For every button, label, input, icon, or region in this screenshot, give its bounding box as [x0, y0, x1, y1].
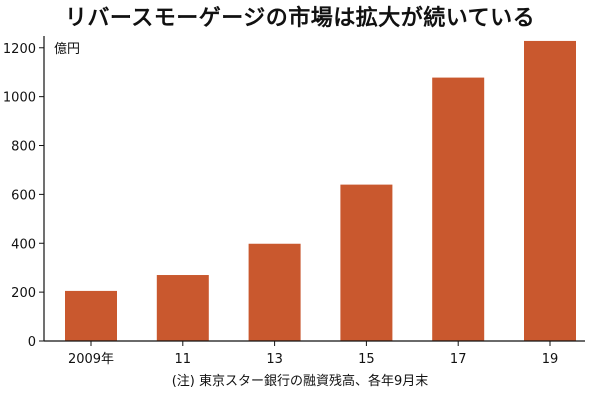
x-tick-label: 11 [175, 352, 192, 367]
bar [65, 290, 117, 341]
chart-title: リバースモーゲージの市場は拡大が続いている [64, 6, 536, 31]
x-axis-ticks: 2009年 11 13 15 17 19 [68, 341, 558, 367]
y-tick-label: 1200 [3, 42, 36, 57]
y-tick-label: 1000 [3, 91, 36, 106]
bar [248, 243, 301, 341]
y-tick-label: 400 [11, 237, 36, 252]
y-tick-label: 600 [11, 188, 36, 203]
y-axis-unit-label: 億円 [54, 41, 80, 57]
bar [340, 184, 393, 341]
x-tick-label: 17 [450, 352, 467, 367]
source-note: (注) 東京スター銀行の融資残高、各年9月末 [171, 374, 429, 389]
y-axis-ticks: 0 200 400 600 800 1000 1200 [3, 42, 44, 350]
x-tick-label: 19 [542, 352, 559, 367]
x-tick-label: 13 [266, 352, 283, 367]
y-tick-label: 800 [11, 140, 36, 155]
y-tick-label: 0 [28, 335, 36, 350]
bar [432, 77, 485, 342]
x-tick-label: 2009年 [68, 352, 114, 367]
bar [156, 275, 209, 341]
y-tick-label: 200 [11, 286, 36, 301]
bars [65, 40, 576, 342]
x-tick-label: 15 [358, 352, 375, 367]
bar [524, 40, 576, 342]
